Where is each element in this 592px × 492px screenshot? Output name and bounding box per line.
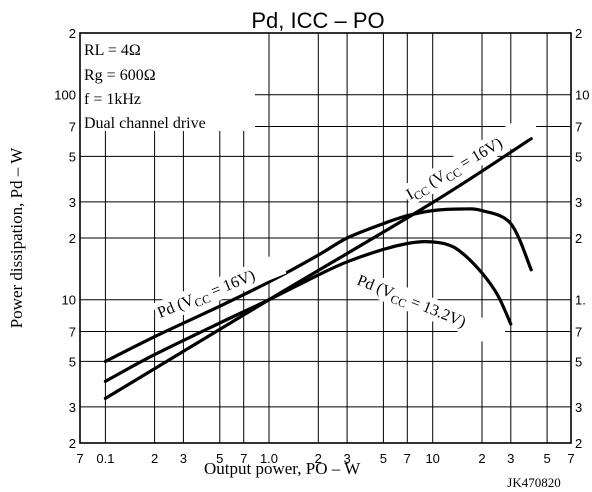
plot-frame [79,32,572,444]
conditions-background [80,33,255,131]
y-tick-label: 3 [69,195,76,210]
y-tick-label: 100 [54,88,76,103]
condition-drive-mode: Dual channel drive [84,115,206,132]
x-tick-label: 0.1 [96,451,114,466]
curve-label-icc: ICC (VCC = 16V) [400,113,540,207]
x-tick-label: 10 [425,451,439,466]
x-tick-label: 2 [315,451,322,466]
x-axis-label: Output power, PO – W [204,459,361,478]
y-tick-label: 7 [69,120,76,135]
right-tick-label: 5 [575,354,582,369]
x-tick-label: 5 [216,451,223,466]
series-layer [103,137,533,400]
right-tick-label: 2 [575,26,582,41]
condition-rl: RL = 4Ω [84,42,141,59]
x-tick-label: 5 [543,451,550,466]
right-tick-label: 7 [575,120,582,135]
right-tick-label: 2 [575,436,582,451]
right-tick-label: 10 [575,88,589,103]
x-tick-label: 3 [343,451,350,466]
x-tick-label: 1.0 [260,451,278,466]
series-icc-16v-line [103,137,533,400]
x-tick-label: 2 [478,451,485,466]
x-tick-label: 7 [76,451,83,466]
right-tick-label: 7 [575,325,582,340]
right-tick-label: 3 [575,400,582,415]
x-tick-label: 7 [240,451,247,466]
x-tick-label: 3 [507,451,514,466]
curve-label-pd-13v-bg [351,268,507,349]
x-tick-label: 2 [151,451,158,466]
curve-label-pd-16v-bg [152,252,287,325]
y-tick-label: 10 [62,293,76,308]
x-tick-label: 5 [380,451,387,466]
chart-title: Pd, ICC – PO [251,8,384,33]
right-tick-label: 5 [575,149,582,164]
right-tick-label: 2 [575,231,582,246]
series-pd-13v-line [103,240,513,383]
series-pd-16v-line [103,207,533,363]
y-tick-label: 5 [69,354,76,369]
x-tick-label: 7 [404,451,411,466]
y-tick-label: 5 [69,149,76,164]
conditions-box: RL = 4Ω Rg = 600Ω f = 1kHz Dual channel … [80,33,255,132]
y-tick-label: 2 [69,231,76,246]
grid-lines [80,33,571,443]
condition-rg: Rg = 600Ω [84,67,156,84]
x-tick-label: 7 [567,451,574,466]
y-tick-label: 7 [69,325,76,340]
condition-frequency: f = 1kHz [84,91,141,108]
curve-label-pd-13v: Pd (VCC = 13.2V) [351,268,507,349]
curve-label-pd-13v-text: Pd (VCC = 13.2V) [353,272,468,334]
right-tick-label: 3 [575,195,582,210]
tick-labels: 7 0.1 2 3 5 7 1.0 2 3 5 7 10 2 3 5 72357102357100223571… [54,26,589,466]
y-tick-label: 2 [69,436,76,451]
y-tick-label: 2 [69,26,76,41]
right-tick-label: 1. [575,293,586,308]
curve-label-icc-bg [400,113,540,207]
y-tick-label: 3 [69,400,76,415]
y-axis-label: Power dissipation, Pd – W [7,147,26,329]
x-tick-label: 3 [180,451,187,466]
curve-label-icc-text: ICC (VCC = 16V) [404,135,508,206]
figure-id: JK470820 [507,475,560,490]
